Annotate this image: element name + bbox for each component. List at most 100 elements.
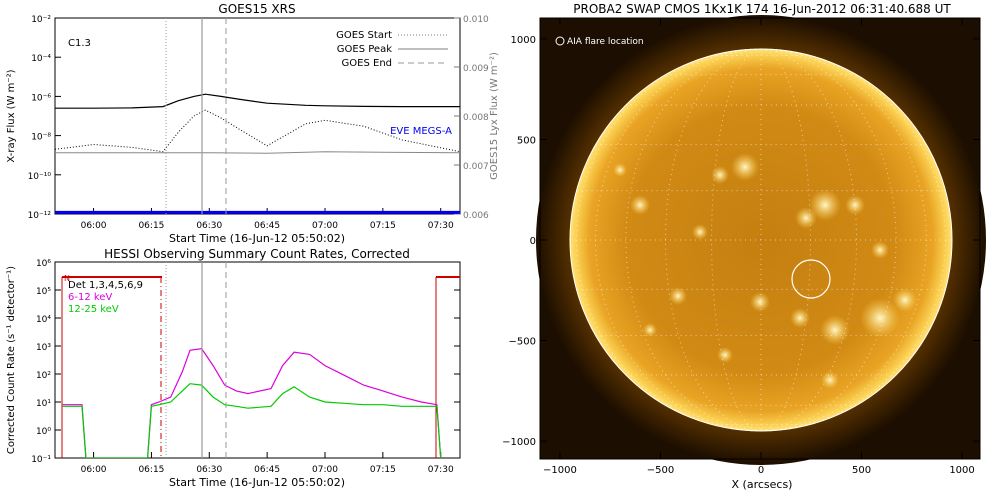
goes-ytick-left-label: 10⁻⁶: [31, 93, 51, 103]
goes-plot-area: [55, 18, 460, 214]
goes-ytick-right-label: 0.009: [463, 64, 489, 74]
hessi-ytick-label: 10²: [36, 371, 51, 381]
goes-ytick-right-label: 0.006: [463, 211, 489, 221]
swap-panel: PROBA2 SWAP CMOS 1Kx1K 174 16-Jun-2012 0…: [502, 2, 986, 491]
swap-ytick-label: −500: [509, 337, 536, 348]
swap-grid-longitude: [760, 48, 857, 432]
hessi-xtick-label: 06:45: [254, 465, 280, 475]
hessi-ytick-label: 10⁶: [36, 259, 51, 269]
swap-active-region: [669, 287, 687, 305]
goes-title: GOES15 XRS: [218, 2, 295, 16]
hessi-ytick-label: 10⁰: [36, 427, 51, 437]
goes-ytick-left-label: 10⁻¹²: [28, 211, 52, 221]
hessi-night-bars: [61, 276, 460, 458]
hessi-night-marker: N: [64, 274, 70, 283]
goes-series-long: [55, 93, 460, 109]
hessi-ytick-label: 10⁵: [36, 287, 51, 297]
hessi-xtick-label: 07:15: [370, 465, 396, 475]
hessi-plot-area: [61, 262, 460, 458]
goes-ytick-left-label: 10⁻¹⁰: [28, 172, 52, 182]
swap-title: PROBA2 SWAP CMOS 1Kx1K 174 16-Jun-2012 0…: [573, 2, 951, 16]
hessi-plot-frame: [54, 261, 461, 459]
swap-xtick-label: 1000: [949, 465, 974, 476]
aia-legend-circle: [555, 36, 565, 46]
goes-y-axis-left: 10⁻² 10⁻⁴ 10⁻⁶ 10⁻⁸ 10⁻¹⁰ 10⁻¹²: [28, 15, 61, 221]
hessi-ytick-label: 10⁻¹: [31, 455, 51, 465]
hessi-xtick-label: 06:15: [138, 465, 164, 475]
aia-flare-circle: [791, 259, 831, 299]
swap-active-regions: [613, 153, 917, 389]
swap-xtick-label: 0: [758, 465, 764, 476]
swap-xtick-label: −1000: [543, 465, 577, 476]
swap-grid-longitude: [576, 48, 762, 432]
goes-xtick-label: 06:30: [196, 221, 222, 231]
swap-ytick-label: 1000: [511, 35, 536, 46]
swap-active-region: [750, 292, 770, 312]
swap-active-region: [630, 195, 650, 215]
hessi-ytick-label: 10⁴: [36, 315, 51, 325]
swap-active-region: [717, 347, 733, 363]
hessi-legend-6-12: 6-12 keV: [68, 292, 112, 303]
goes-xtick-label: 07:00: [312, 221, 338, 231]
swap-grid-longitude: [760, 48, 927, 432]
swap-ytick-label: 0: [530, 236, 536, 247]
goes-xtick-label: 06:15: [138, 221, 164, 231]
goes-ytick-right-label: 0.010: [463, 15, 489, 25]
goes-legend-peak: GOES Peak: [337, 44, 392, 55]
swap-active-region: [613, 163, 627, 177]
goes-ytick-right-label: 0.007: [463, 162, 489, 172]
goes-plot-frame: [54, 17, 461, 215]
swap-xlabel: X (arcsecs): [732, 478, 793, 491]
goes-xtick-label: 07:15: [370, 221, 396, 231]
swap-image: AIA flare location: [536, 15, 986, 465]
swap-active-region: [711, 166, 729, 184]
goes-ylabel-left: X-ray Flux (W m⁻²): [6, 69, 17, 162]
hessi-legend: Det 1,3,4,5,6,9 6-12 keV 12-25 keV: [68, 280, 143, 315]
hessi-series-group: [62, 348, 442, 458]
swap-active-region: [731, 153, 759, 181]
goes-ytick-left-label: 10⁻²: [31, 15, 51, 25]
goes-xtick-label: 07:30: [428, 221, 454, 231]
goes-ytick-left-label: 10⁻⁴: [31, 54, 51, 64]
swap-active-region: [820, 315, 850, 345]
goes-y-axis-right: 0.010 0.009 0.008 0.007 0.006: [454, 15, 489, 221]
swap-grid-longitude: [665, 48, 762, 432]
hessi-xlabel: Start Time (16-Jun-12 05:50:02): [169, 476, 345, 489]
hessi-xtick-label: 06:00: [81, 465, 107, 475]
goes-series-lya: [55, 151, 460, 154]
swap-xtick-label: −500: [647, 465, 674, 476]
hessi-xtick-label: 07:30: [428, 465, 454, 475]
swap-active-region: [821, 371, 839, 389]
hessi-xtick-label: 06:30: [196, 465, 222, 475]
swap-grid-longitude: [760, 48, 811, 432]
hessi-series-12-25: [62, 383, 442, 458]
goes-xlabel: Start Time (16-Jun-12 05:50:02): [169, 232, 345, 245]
goes-legend-end: GOES End: [342, 58, 392, 69]
swap-active-region: [795, 207, 817, 229]
goes-eve-label: EVE MEGS-A: [390, 126, 452, 137]
goes-xtick-label: 06:45: [254, 221, 280, 231]
swap-y-axis: 1000 500 0 −500 −1000: [502, 35, 980, 448]
goes-class-label: C1.3: [68, 38, 91, 49]
swap-heliographic-grid: [570, 48, 952, 432]
hessi-legend-12-25: 12-25 keV: [68, 304, 119, 315]
goes-series-short: [55, 109, 460, 153]
goes-series-group: [55, 93, 460, 214]
hessi-y-axis: 10⁶ 10⁵ 10⁴ 10³ 10² 10¹ 10⁰ 10⁻¹: [31, 259, 460, 465]
swap-active-region: [871, 241, 889, 259]
goes-ytick-left-label: 10⁻⁸: [31, 133, 51, 143]
swap-active-region: [809, 189, 841, 221]
hessi-title: HESSI Observing Summary Count Rates, Cor…: [104, 247, 410, 261]
hessi-series-6-12: [62, 348, 442, 458]
swap-x-axis: −1000 −500 0 500 1000: [543, 18, 975, 476]
goes-ylabel-right: GOES15 Lyx Flux (W m⁻²): [489, 52, 500, 180]
swap-grid-longitude: [760, 48, 946, 432]
swap-active-region: [845, 195, 865, 215]
swap-grid-longitude: [711, 48, 762, 432]
hessi-legend-det: Det 1,3,4,5,6,9: [68, 280, 143, 291]
goes-legend: GOES Start GOES Peak GOES End EVE MEGS-A: [336, 30, 452, 137]
goes-xtick-label: 06:00: [81, 221, 107, 231]
swap-active-region: [643, 323, 657, 337]
